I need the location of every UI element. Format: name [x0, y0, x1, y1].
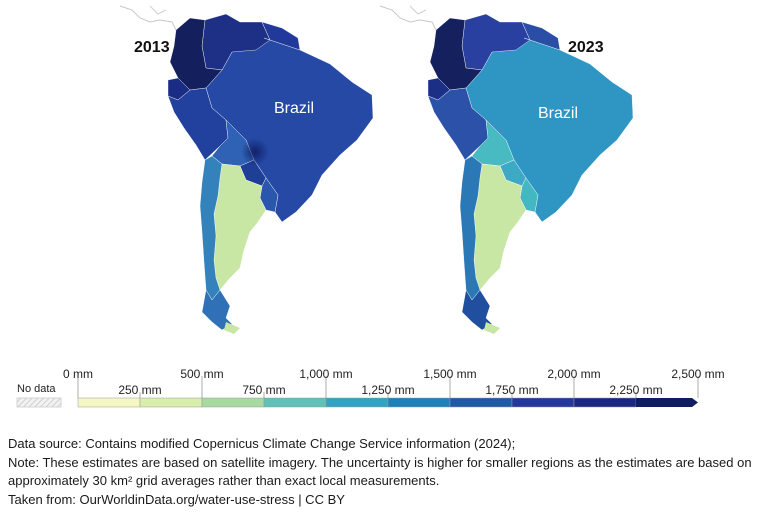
legend-upper-label: 2,000 mm: [547, 367, 600, 381]
map-2023: 2023 Brazil: [379, 5, 634, 334]
central-america-outline-2023: [379, 5, 437, 31]
legend-upper-label: 0 mm: [63, 367, 93, 381]
credit-text: Taken from: OurWorldinData.org/water-use…: [8, 491, 345, 507]
legend-bin: [77, 397, 141, 408]
country-label-brazil-2013: Brazil: [274, 100, 314, 117]
region-chile-2023: [459, 155, 483, 301]
region-guyanas-2023: [521, 21, 561, 51]
tierra-del-fuego-2013: [224, 322, 240, 334]
legend-upper-label: 1,500 mm: [423, 367, 476, 381]
caribbean-outline-2023: [409, 5, 427, 15]
legend-bin: [201, 397, 265, 408]
region-chile-south-2023: [461, 289, 493, 331]
legend-ticks: [77, 376, 699, 398]
legend-bin: [387, 397, 451, 408]
region-colombia-2013: [169, 17, 223, 91]
legend-bin: [139, 397, 203, 408]
legend-bin: [449, 397, 513, 408]
legend-bin: [263, 397, 327, 408]
tierra-del-fuego-2023: [484, 322, 500, 334]
no-data-swatch: [16, 397, 62, 408]
legend-bin: [573, 397, 637, 408]
map-2013: 2013 Brazil: [119, 5, 374, 334]
legend-lower-label: 750 mm: [242, 383, 285, 397]
legend-upper-label: 2,500 mm: [671, 367, 724, 381]
country-label-brazil-2023: Brazil: [538, 105, 578, 122]
legend-upper-label: 500 mm: [180, 367, 223, 381]
legend-upper-label: 1,000 mm: [299, 367, 352, 381]
region-chile-south-2013: [201, 289, 233, 331]
year-label-2023: 2023: [568, 39, 604, 56]
legend-lower-label: 1,250 mm: [361, 383, 414, 397]
caribbean-outline-2013: [149, 5, 167, 15]
data-source-text: Data source: Contains modified Copernicu…: [8, 436, 516, 451]
note-text: Note: These estimates are based on satel…: [8, 454, 752, 489]
region-chile-2013: [199, 155, 223, 301]
legend-bin: [636, 398, 698, 407]
region-colombia-2023: [429, 17, 483, 91]
legend-lower-label: 2,250 mm: [609, 383, 662, 397]
legend-bin: [511, 397, 575, 408]
maps-panel: 2013 Brazil 2023 Brazil: [119, 5, 634, 334]
notes-block: Data source: Contains modified Copernicu…: [8, 435, 758, 509]
region-guyanas-2013: [261, 21, 301, 51]
no-data-label: No data: [17, 383, 56, 395]
legend-bin: [325, 397, 389, 408]
legend-lower-label: 250 mm: [118, 383, 161, 397]
dark-spot-2013: [241, 138, 269, 166]
legend-bins: [77, 397, 698, 408]
year-label-2013: 2013: [134, 39, 170, 56]
color-legend: No data 0 mm 500 mm 1,000 mm 1,500 mm 2,000 …: [16, 367, 725, 408]
legend-labels: 0 mm 500 mm 1,000 mm 1,500 mm 2,000 mm 2,500 …: [63, 367, 725, 397]
legend-lower-label: 1,750 mm: [485, 383, 538, 397]
central-america-outline-2013: [119, 5, 177, 31]
